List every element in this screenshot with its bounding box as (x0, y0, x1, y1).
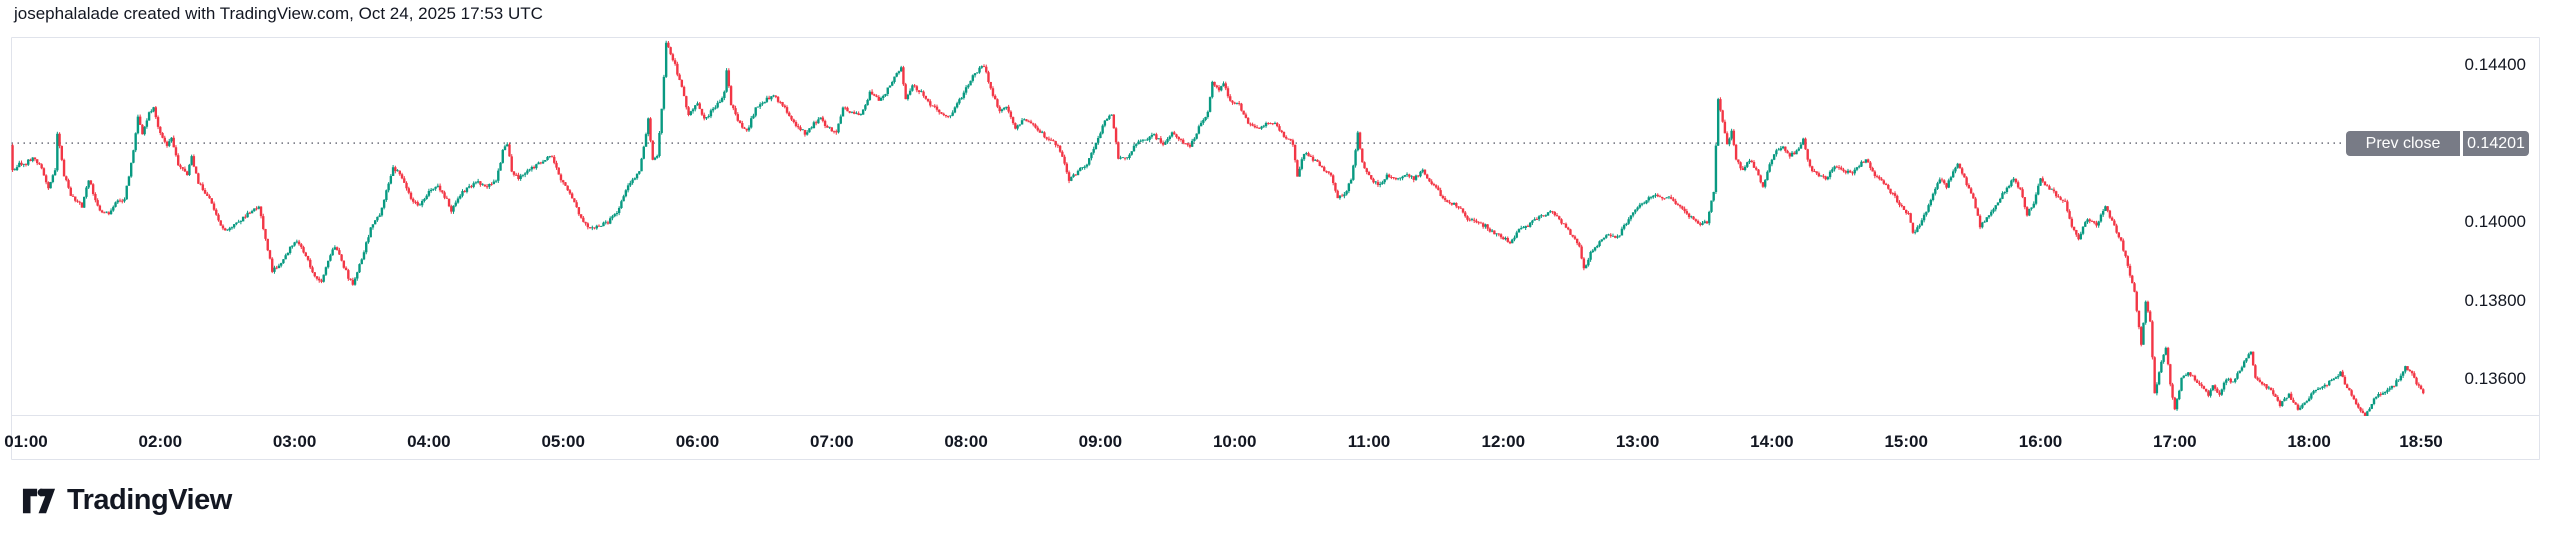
time-axis-label: 12:00 (1481, 432, 1526, 451)
time-axis-label: 06:00 (675, 432, 720, 451)
time-axis-label: 05:00 (541, 432, 585, 451)
time-axis-label: 18:00 (2287, 432, 2331, 451)
price-axis-label: 0.13800 (2464, 290, 2526, 310)
time-axis-label: 16:00 (2018, 432, 2063, 451)
time-axis-label: 11:00 (1347, 432, 1391, 451)
time-axis-label: 09:00 (1078, 432, 1123, 451)
price-axis-label: 0.13600 (2464, 369, 2526, 389)
prev-close-badge-label: Prev close (2346, 131, 2460, 156)
time-axis-label: 08:00 (944, 432, 988, 451)
candlestick-series (11, 40, 2425, 416)
tradingview-logo-icon (22, 488, 56, 513)
prev-close-badge: Prev close 0.14201 (2346, 131, 2529, 156)
time-axis-label: 04:00 (407, 432, 451, 451)
time-axis-label: 17:00 (2153, 432, 2197, 451)
chart-frame (11, 37, 2540, 460)
tradingview-logo[interactable]: TradingView (22, 484, 232, 517)
time-axis-label: 03:00 (272, 432, 317, 451)
time-axis-label: 07:00 (810, 432, 854, 451)
prev-close-badge-value: 0.14201 (2463, 131, 2529, 156)
time-axis-label: 13:00 (1615, 432, 1660, 451)
price-axis-label: 0.14400 (2464, 55, 2526, 74)
time-axis-label: 14:00 (1750, 432, 1794, 451)
time-axis-label: 15:00 (1884, 432, 1928, 451)
time-axis-label: 01:00 (4, 432, 48, 451)
tradingview-logo-text: TradingView (67, 484, 232, 516)
attribution-text: josephalalade created with TradingView.c… (14, 4, 543, 23)
time-axis-label: 02:00 (138, 432, 183, 451)
price-axis-label: 0.14000 (2464, 212, 2526, 232)
time-axis-label: 10:00 (1212, 432, 1257, 451)
time-axis-label: 18:50 (2399, 432, 2443, 451)
